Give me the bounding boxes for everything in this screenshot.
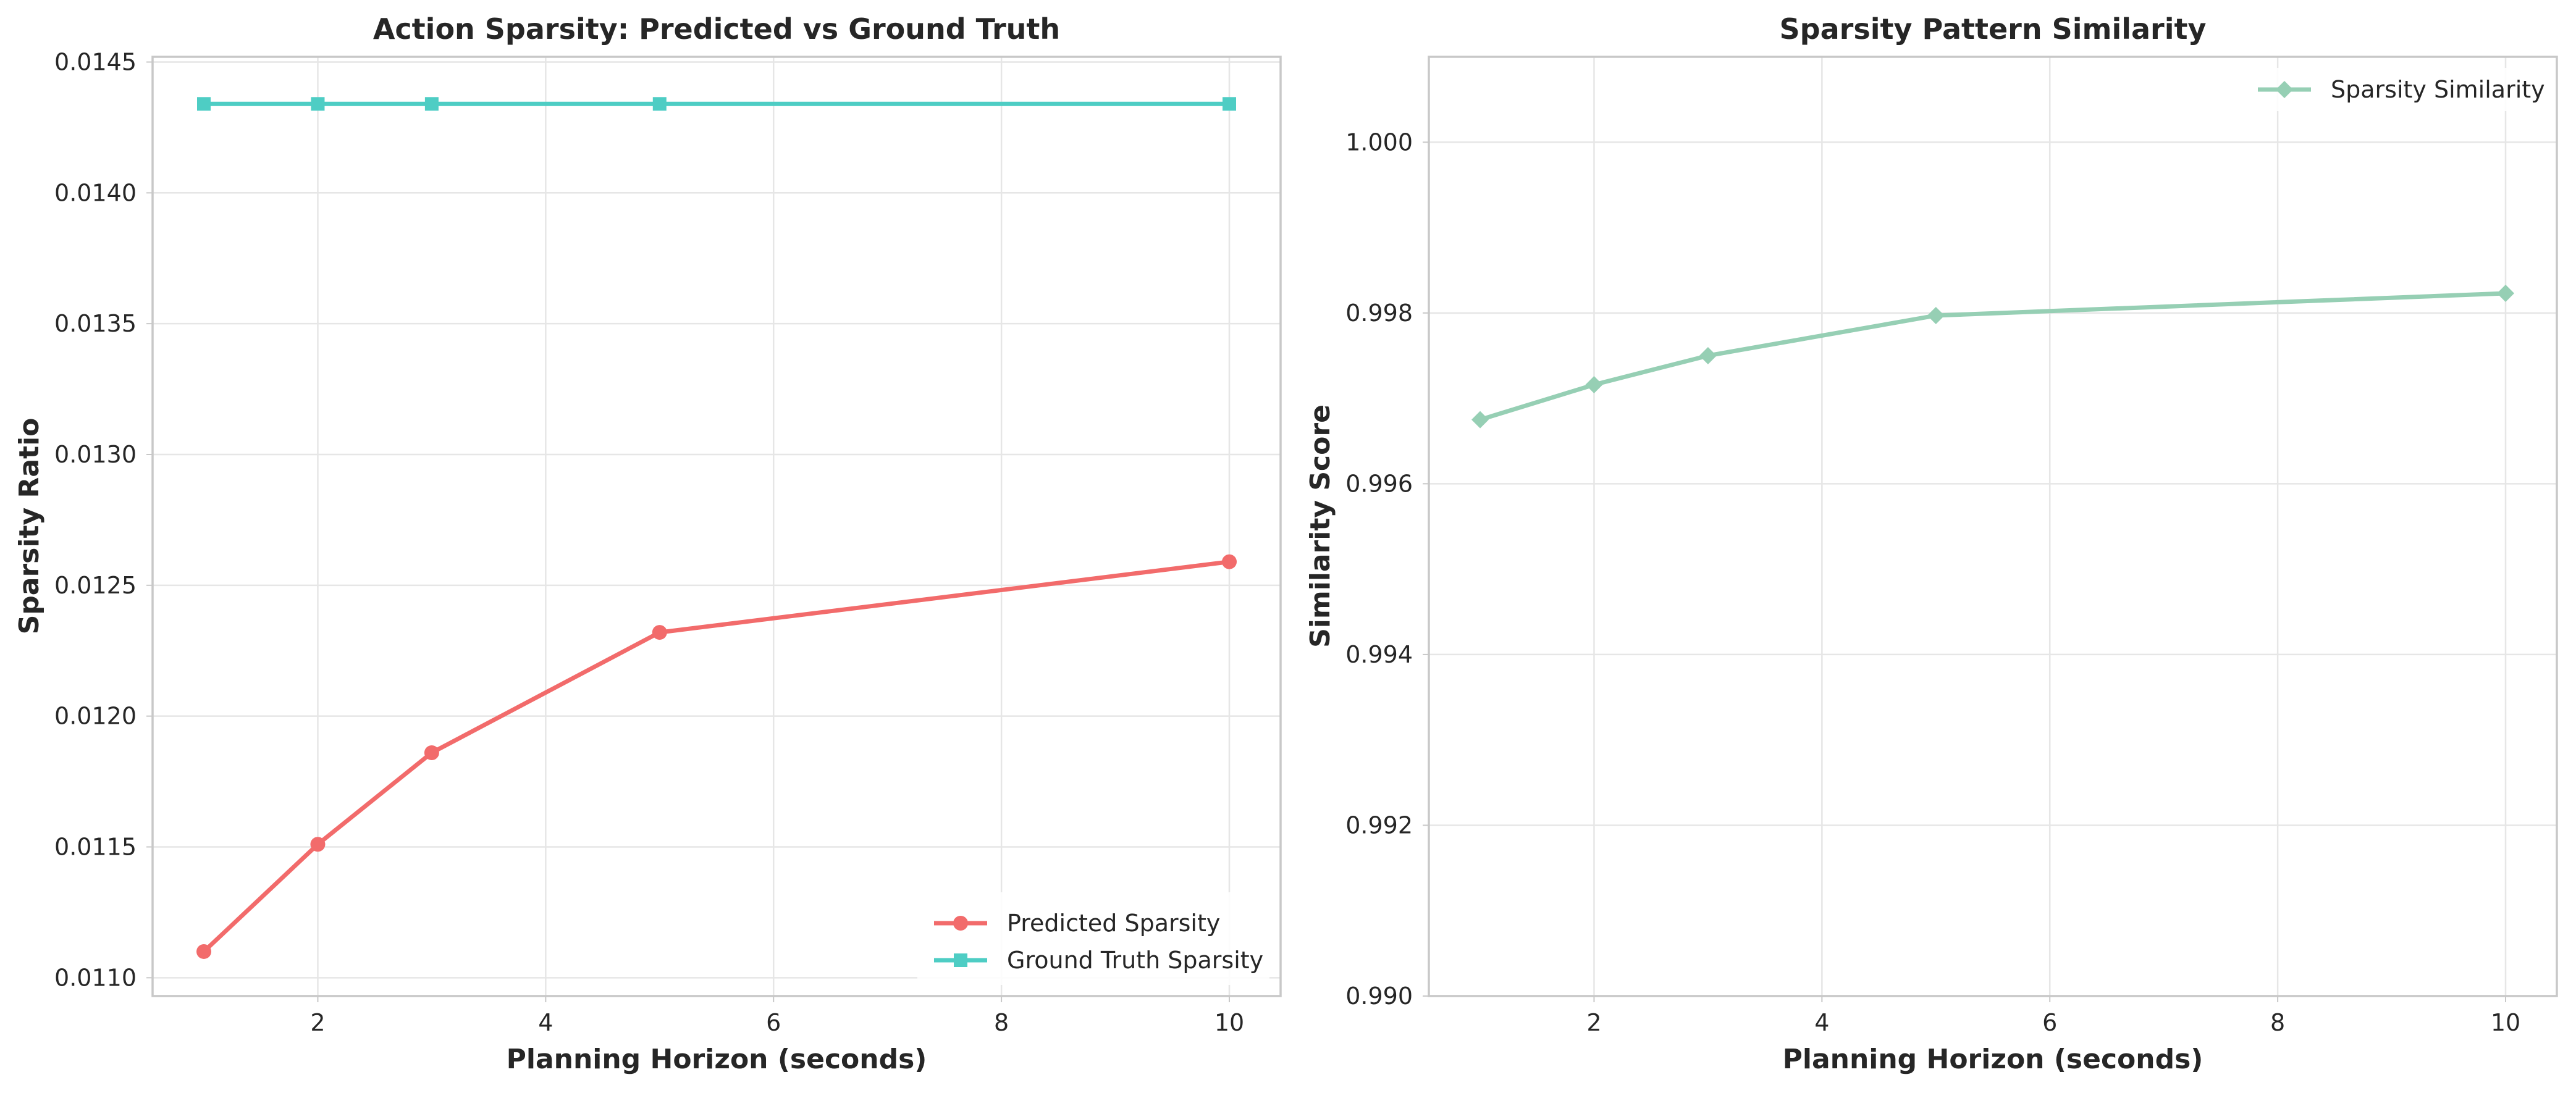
left-legend-box	[917, 892, 1269, 985]
y-tick-label: 0.0125	[54, 572, 137, 599]
right-grid	[1429, 57, 2557, 997]
y-tick-label: 0.992	[1345, 811, 1413, 839]
x-tick-label: 8	[2270, 1009, 2285, 1036]
y-tick-label: 0.0110	[54, 964, 137, 991]
left-grid	[153, 57, 1281, 996]
left-chart-title: Action Sparsity: Predicted vs Ground Tru…	[373, 12, 1060, 46]
left-legend: Predicted Sparsity Ground Truth Sparsity	[917, 892, 1269, 985]
data-point	[1927, 306, 1945, 324]
data-point	[2497, 285, 2514, 303]
y-tick-label: 0.994	[1345, 641, 1413, 668]
left-y-ticks: 0.0110 0.0115 0.0120 0.0125 0.0130 0.0135 0.01…	[54, 48, 153, 991]
data-point	[311, 97, 325, 111]
y-tick-label: 0.998	[1345, 299, 1413, 327]
right-legend: Sparsity Similarity	[2242, 68, 2545, 111]
y-tick-label: 0.996	[1345, 470, 1413, 497]
y-tick-label: 0.0115	[54, 834, 137, 861]
y-tick-label: 0.0130	[54, 441, 137, 468]
legend-similarity-marker	[2276, 81, 2293, 98]
right-series	[1471, 285, 2514, 429]
data-point	[1471, 411, 1489, 429]
y-tick-label: 0.0135	[54, 310, 137, 337]
x-tick-label: 10	[1214, 1009, 1244, 1036]
data-point	[424, 97, 439, 111]
left-plot-frame	[151, 56, 1282, 997]
right-y-ticks: 0.990 0.992 0.994 0.996 0.998 1.000	[1345, 128, 1429, 1010]
left-y-axis-label: Sparsity Ratio	[14, 418, 45, 635]
data-point	[652, 625, 667, 640]
chart-sparsity-ratio: Action Sparsity: Predicted vs Ground Tru…	[14, 12, 1282, 1075]
y-tick-label: 0.0140	[54, 179, 137, 206]
x-tick-label: 6	[766, 1009, 781, 1036]
data-point	[424, 745, 439, 760]
right-x-axis-label: Planning Horizon (seconds)	[1783, 1044, 2203, 1075]
legend-predicted-marker	[953, 916, 968, 931]
data-point	[1222, 554, 1237, 569]
x-tick-label: 4	[1814, 1009, 1829, 1036]
data-point	[196, 944, 211, 959]
y-tick-label: 0.990	[1345, 982, 1413, 1010]
x-tick-label: 10	[2491, 1009, 2520, 1036]
right-x-ticks: 2 4 6 8 10	[1586, 996, 2520, 1036]
right-y-axis-label: Similarity Score	[1305, 404, 1336, 648]
data-point	[652, 97, 667, 111]
x-tick-label: 4	[538, 1009, 553, 1036]
y-tick-label: 0.0120	[54, 703, 137, 730]
data-point	[310, 837, 326, 852]
x-tick-label: 2	[1586, 1009, 1601, 1036]
legend-similarity-label: Sparsity Similarity	[2331, 76, 2545, 103]
data-point	[197, 97, 211, 111]
legend-predicted-label: Predicted Sparsity	[1007, 910, 1220, 937]
left-series	[196, 97, 1237, 959]
x-tick-label: 6	[2042, 1009, 2057, 1036]
left-x-ticks: 2 4 6 8 10	[310, 996, 1244, 1036]
legend-ground-truth-label: Ground Truth Sparsity	[1007, 947, 1263, 974]
y-tick-label: 0.0145	[54, 48, 137, 75]
y-tick-label: 1.000	[1345, 128, 1413, 156]
chart-similarity-score: Sparsity Pattern Similarity Planning Hor…	[1305, 12, 2558, 1075]
x-tick-label: 2	[310, 1009, 325, 1036]
right-plot-frame	[1428, 56, 2558, 997]
data-point	[1699, 346, 1717, 364]
left-x-axis-label: Planning Horizon (seconds)	[507, 1044, 927, 1075]
data-point	[1585, 375, 1603, 393]
legend-ground-truth-marker	[954, 953, 967, 967]
right-chart-title: Sparsity Pattern Similarity	[1780, 12, 2207, 46]
data-point	[1223, 97, 1236, 111]
x-tick-label: 8	[994, 1009, 1009, 1036]
